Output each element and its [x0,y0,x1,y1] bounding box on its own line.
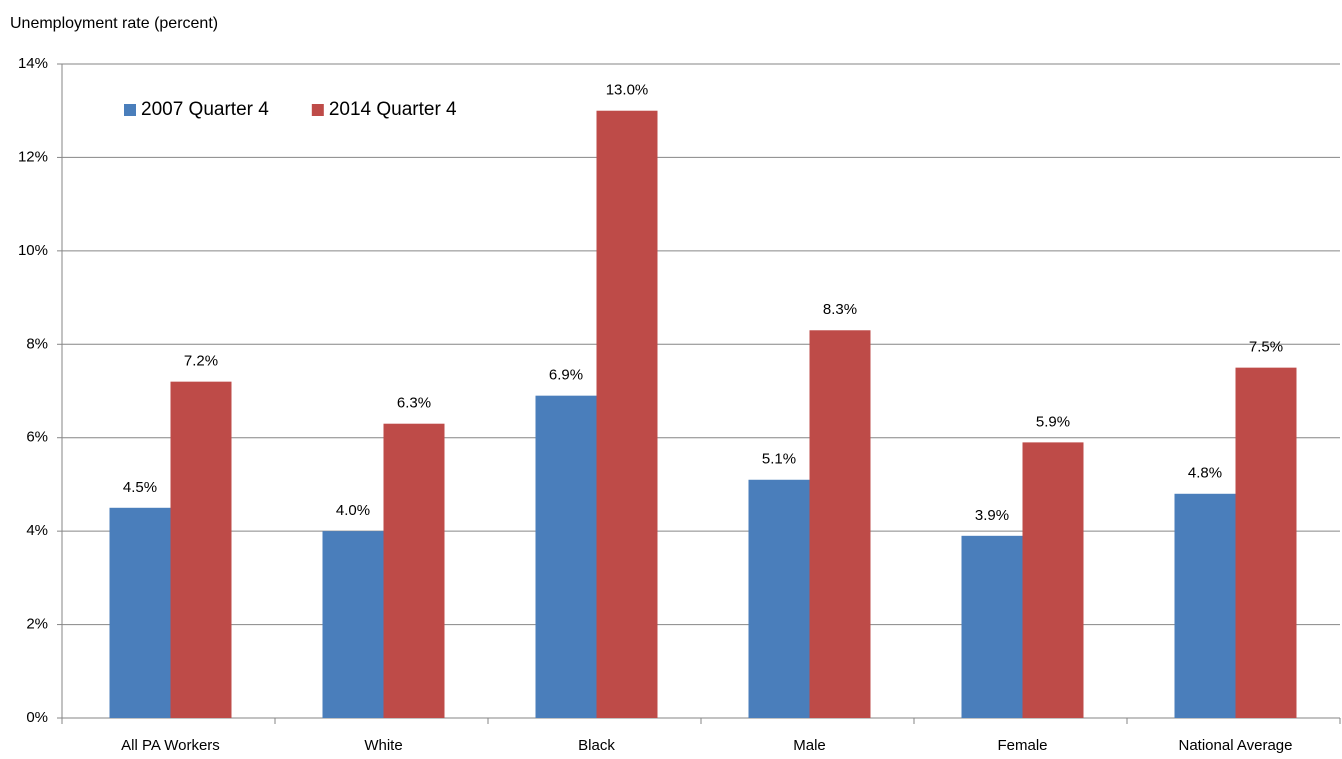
bar [109,507,171,718]
legend-swatch [311,104,324,116]
y-axis-title: Unemployment rate (percent) [10,15,218,32]
x-tick-label: Male [793,737,826,754]
x-tick-label: White [364,737,402,754]
x-tick-label: All PA Workers [121,737,220,754]
legend-swatch [124,104,136,116]
legend-label: 2014 Quarter 4 [329,99,457,120]
bar [748,479,810,718]
data-label: 5.1% [762,451,796,468]
bar [1235,367,1297,718]
bar [383,423,445,718]
x-tick-label: Female [997,737,1047,754]
y-tick-label: 6% [26,429,48,446]
data-label: 6.3% [397,395,431,412]
bar [322,531,384,718]
bar [1022,442,1084,718]
bar [535,395,597,718]
y-tick-label: 2% [26,616,48,633]
bar [809,330,871,718]
data-label: 4.0% [336,502,370,519]
data-label: 4.5% [123,479,157,496]
data-label: 4.8% [1188,465,1222,482]
data-label: 7.2% [184,353,218,370]
y-tick-label: 12% [18,148,48,165]
y-tick-label: 14% [18,55,48,72]
x-tick-label: National Average [1179,737,1293,754]
data-label: 6.9% [549,367,583,384]
y-tick-label: 8% [26,335,48,352]
x-tick-label: Black [578,737,615,754]
data-label: 8.3% [823,301,857,318]
y-tick-label: 10% [18,242,48,259]
data-label: 3.9% [975,507,1009,524]
bar [961,535,1023,718]
bar [596,110,658,718]
data-label: 13.0% [606,82,649,99]
y-tick-label: 0% [26,709,48,726]
data-label: 7.5% [1249,339,1283,356]
y-tick-label: 4% [26,522,48,539]
legend-label: 2007 Quarter 4 [141,99,269,120]
data-label: 5.9% [1036,413,1070,430]
bar [170,381,232,718]
bar [1174,493,1236,718]
